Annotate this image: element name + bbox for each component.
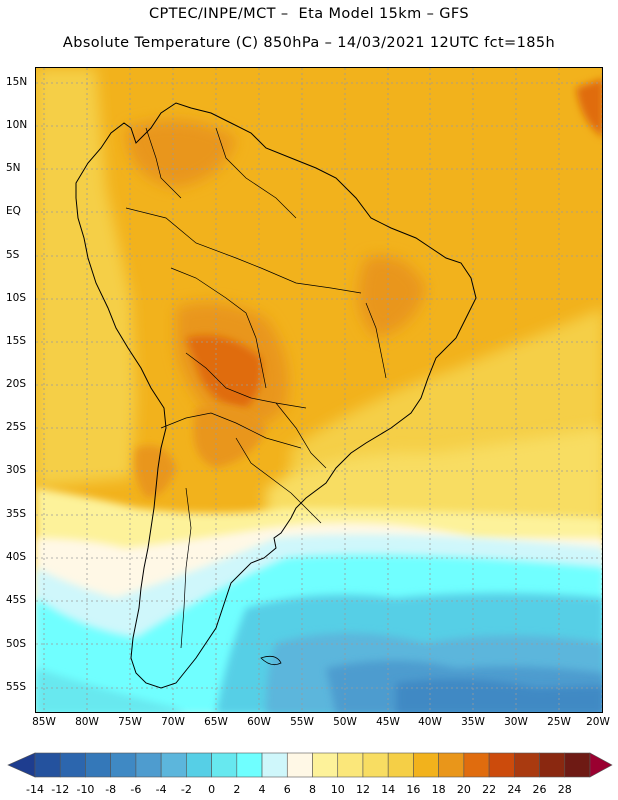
colorbar-cell — [337, 752, 364, 778]
colorbar-arrow-low — [7, 752, 36, 778]
lat-label-10n: 10N — [6, 119, 28, 131]
colorbar-tick-label: 2 — [233, 783, 241, 796]
colorbar-cell — [564, 752, 591, 778]
colorbar-cell — [362, 752, 389, 778]
colorbar-cell — [387, 752, 414, 778]
colorbar-tick-label: -4 — [155, 783, 167, 796]
colorbar-cell — [413, 752, 439, 778]
colorbar-tick-label: 10 — [330, 783, 345, 796]
colorbar-cell — [438, 752, 465, 778]
lon-label-20w: 20W — [586, 716, 610, 728]
colorbar-tick-label: -10 — [76, 783, 95, 796]
map-title-line-2: Absolute Temperature (C) 850hPa – 14/03/… — [62, 35, 556, 51]
colorbar-cell — [85, 752, 111, 778]
south-central-hot-zone — [193, 405, 266, 468]
lon-label-70w: 70W — [161, 716, 185, 728]
lat-label-20s: 20S — [6, 378, 27, 390]
colorbar-tick-label: -8 — [105, 783, 117, 796]
band-2c-sw — [36, 668, 183, 712]
colorbar-cell — [59, 752, 86, 778]
colorbar-cell — [160, 752, 187, 778]
colorbar-cell — [312, 752, 339, 778]
andes-warm-zone — [134, 445, 176, 498]
lat-label-15n: 15N — [6, 76, 28, 88]
colorbar-cell — [236, 752, 263, 778]
colorbar-arrow-high — [589, 752, 613, 778]
lon-label-25w: 25W — [547, 716, 571, 728]
pacific-mild-zone — [36, 68, 136, 488]
colorbar-tick-label: 26 — [532, 783, 547, 796]
colorbar-tick-label: 12 — [355, 783, 370, 796]
colorbar-tick-label: 6 — [283, 783, 291, 796]
colorbar-tick-label: 22 — [482, 783, 497, 796]
north-hot-zone — [126, 120, 236, 188]
colorbar-cell — [135, 752, 162, 778]
colorbar-tick-label: 0 — [208, 783, 216, 796]
central-hottest-zone — [186, 335, 262, 408]
lat-label-15s: 15S — [6, 335, 27, 347]
country-borders — [125, 127, 387, 649]
lat-label-eq: EQ — [6, 205, 21, 217]
lat-label-55s: 55S — [6, 681, 27, 693]
lon-label-85w: 85W — [32, 716, 56, 728]
map-title-line-1: CPTEC/INPE/MCT – Eta Model 15km – GFS — [148, 6, 470, 22]
lon-label-30w: 30W — [504, 716, 528, 728]
lat-label-25s: 25S — [6, 421, 27, 433]
lon-label-55w: 55W — [290, 716, 314, 728]
atlantic-hot-spot — [576, 78, 602, 137]
colorbar-cell — [488, 752, 515, 778]
lon-label-45w: 45W — [376, 716, 400, 728]
colorbar-tick-label: -2 — [180, 783, 192, 796]
colorbar-cell — [186, 752, 212, 778]
south-america-coastline — [75, 102, 477, 689]
colorbar-tick-label: -12 — [51, 783, 70, 796]
colorbar-cell — [286, 752, 313, 778]
colorbar-tick-label: 16 — [406, 783, 421, 796]
lon-label-50w: 50W — [333, 716, 357, 728]
lat-label-5n: 5N — [6, 162, 21, 174]
lon-label-40w: 40W — [418, 716, 442, 728]
lon-label-80w: 80W — [75, 716, 99, 728]
colorbar-tick-label: 14 — [381, 783, 396, 796]
lat-label-50s: 50S — [6, 638, 27, 650]
lat-label-10s: 10S — [6, 292, 27, 304]
colorbar-cell — [539, 752, 566, 778]
lon-label-60w: 60W — [247, 716, 271, 728]
lat-label-5s: 5S — [6, 249, 20, 261]
colorbar-tick-label: -6 — [130, 783, 142, 796]
temperature-map — [35, 67, 603, 713]
colorbar-tick-label: 8 — [309, 783, 316, 796]
colorbar-tick-label: 20 — [456, 783, 471, 796]
colorbar-cell — [514, 752, 540, 778]
colorbar-tick-label: 4 — [258, 783, 266, 796]
colorbar-tick-label: 24 — [507, 783, 522, 796]
lat-label-35s: 35S — [6, 508, 27, 520]
colorbar-cell — [463, 752, 490, 778]
colorbar-cell — [211, 752, 238, 778]
colorbar-cell — [110, 752, 137, 778]
colorbar-tick-label: 18 — [431, 783, 446, 796]
temperature-field — [36, 68, 602, 712]
colorbar-cell — [34, 752, 61, 778]
falkland-islands — [260, 655, 282, 666]
temperature-colorbar — [7, 752, 613, 778]
lon-label-75w: 75W — [118, 716, 142, 728]
colorbar-tick-label: -14 — [26, 783, 44, 796]
band-minus6c — [396, 679, 602, 712]
lat-label-30s: 30S — [6, 464, 27, 476]
colorbar-tick-label: 28 — [557, 783, 572, 796]
colorbar-cell — [261, 752, 288, 778]
lon-label-65w: 65W — [204, 716, 228, 728]
northeast-hot-zone — [358, 256, 426, 338]
lat-label-40s: 40S — [6, 551, 27, 563]
lon-label-35w: 35W — [461, 716, 485, 728]
lat-label-45s: 45S — [6, 594, 27, 606]
